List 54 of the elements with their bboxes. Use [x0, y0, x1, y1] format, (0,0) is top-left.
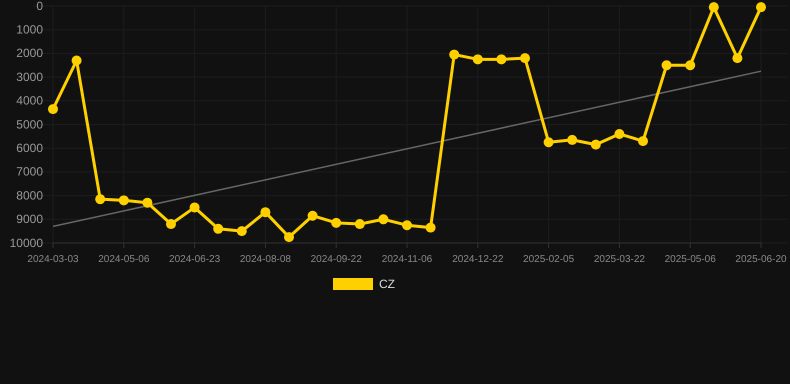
- point: [284, 232, 294, 242]
- y-tick-label: 7000: [16, 164, 44, 179]
- point: [378, 214, 388, 224]
- point: [118, 195, 129, 206]
- point: [426, 222, 436, 233]
- point: [48, 104, 58, 114]
- y-tick-label: 0: [36, 0, 44, 13]
- point: [402, 220, 412, 230]
- point: [590, 140, 601, 150]
- point: [685, 60, 696, 70]
- y-tick-label: 8000: [16, 188, 44, 202]
- y-tick-label: 4000: [16, 94, 44, 108]
- point: [496, 54, 506, 64]
- y-tick-label: 1000: [16, 22, 44, 37]
- point: [520, 53, 530, 64]
- point: [638, 136, 648, 146]
- point: [142, 198, 152, 208]
- point: [308, 210, 318, 221]
- x-tick-label: 2024-11-06: [382, 254, 433, 265]
- x-tick-label: 2025-03-22: [594, 254, 646, 265]
- y-tick-label: 2000: [16, 46, 44, 60]
- x-tick-label: 2024-09-22: [310, 254, 362, 265]
- legend-label: CZ: [379, 277, 395, 291]
- point: [72, 56, 82, 66]
- point: [331, 218, 342, 228]
- y-tick-label: 9000: [16, 212, 44, 226]
- point: [732, 53, 742, 64]
- point: [236, 226, 247, 236]
- point: [544, 137, 554, 148]
- point: [449, 50, 460, 60]
- point: [95, 194, 106, 204]
- point: [614, 128, 624, 139]
- y-tick-label: 10000: [10, 236, 44, 250]
- point: [708, 2, 719, 12]
- point: [166, 219, 176, 230]
- point: [213, 224, 224, 234]
- x-tick-label: 2024-12-22: [452, 254, 504, 265]
- point: [260, 207, 270, 218]
- point: [567, 134, 578, 145]
- y-tick-label: 6000: [16, 141, 44, 156]
- x-tick-label: 2025-02-05: [523, 254, 575, 265]
- x-tick-label: 2025-06-20: [735, 254, 788, 265]
- point: [190, 202, 200, 212]
- y-tick-label: 5000: [16, 117, 44, 132]
- x-tick-label: 2024-03-03: [27, 254, 80, 265]
- point: [354, 219, 365, 230]
- x-tick-label: 2024-05-06: [98, 254, 150, 265]
- point: [662, 60, 672, 70]
- x-tick-label: 2024-06-23: [169, 254, 221, 265]
- x-tick-label: 2025-05-06: [664, 254, 716, 265]
- x-tick-label: 2024-08-08: [240, 254, 292, 265]
- y-tick-label: 3000: [16, 70, 44, 84]
- point: [756, 2, 766, 12]
- point: [472, 54, 483, 64]
